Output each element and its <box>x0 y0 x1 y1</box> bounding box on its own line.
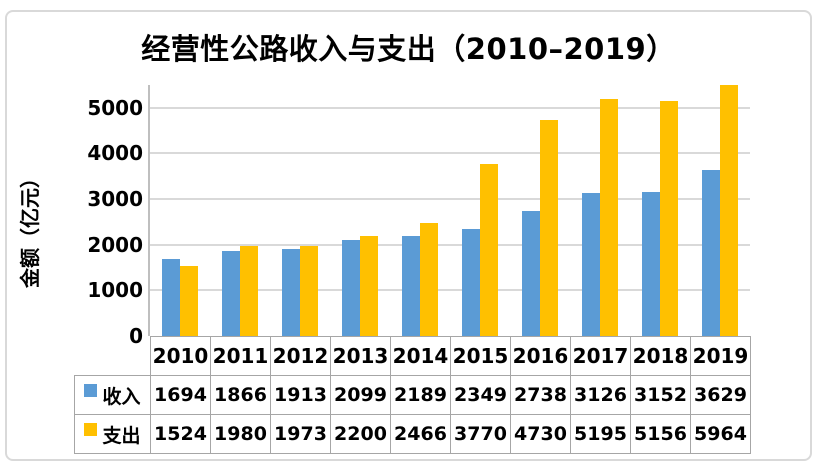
legend-swatch-收入 <box>84 383 98 397</box>
table-value-支出-2016: 4730 <box>510 414 571 454</box>
x-axis-label-2010: 2010 <box>150 336 211 376</box>
bar-group-2016 <box>510 85 570 336</box>
y-tick-label: 4000 <box>87 141 143 166</box>
x-axis-label-2014: 2014 <box>390 336 451 376</box>
bar-支出-2012 <box>300 246 318 336</box>
gridline <box>150 198 750 201</box>
gridline <box>150 106 750 109</box>
bar-支出-2017 <box>600 99 618 336</box>
x-axis-label-2015: 2015 <box>450 336 511 376</box>
table-value-收入-2018: 3152 <box>630 375 691 415</box>
y-tick-label: 1000 <box>87 278 143 303</box>
bar-支出-2015 <box>480 164 498 336</box>
gridline <box>150 152 750 155</box>
table-value-支出-2012: 1973 <box>270 414 331 454</box>
chart-title: 经营性公路收入与支出（2010–2019） <box>141 32 676 66</box>
y-tick-label: 5000 <box>87 95 143 120</box>
bar-group-2015 <box>450 85 510 336</box>
bar-group-2012 <box>270 85 330 336</box>
bar-group-2011 <box>210 85 270 336</box>
gridline <box>150 243 750 246</box>
table-value-收入-2013: 2099 <box>330 375 391 415</box>
table-value-支出-2018: 5156 <box>630 414 691 454</box>
table-value-收入-2015: 2349 <box>450 375 511 415</box>
y-tick-label: 2000 <box>87 232 143 257</box>
table-value-收入-2011: 1866 <box>210 375 271 415</box>
legend-label: 收入 <box>102 385 141 408</box>
table-value-支出-2011: 1980 <box>210 414 271 454</box>
bar-group-2017 <box>570 85 630 336</box>
table-value-收入-2010: 1694 <box>150 375 211 415</box>
bar-收入-2010 <box>162 259 180 336</box>
bar-支出-2013 <box>360 236 378 336</box>
table-value-收入-2016: 2738 <box>510 375 571 415</box>
bar-支出-2014 <box>420 223 438 336</box>
bar-group-2013 <box>330 85 390 336</box>
bar-收入-2017 <box>582 193 600 336</box>
legend-key-收入: 收入 <box>74 375 151 415</box>
bar-收入-2013 <box>342 240 360 336</box>
table-value-支出-2015: 3770 <box>450 414 511 454</box>
bar-group-2010 <box>150 85 210 336</box>
y-tick-label: 0 <box>129 324 143 348</box>
table-value-支出-2010: 1524 <box>150 414 211 454</box>
x-axis-label-2011: 2011 <box>210 336 271 376</box>
bar-group-2019 <box>690 85 750 336</box>
x-axis-label-2012: 2012 <box>270 336 331 376</box>
x-axis-label-2013: 2013 <box>330 336 391 376</box>
x-axis-label-2018: 2018 <box>630 336 691 376</box>
bar-收入-2014 <box>402 236 420 336</box>
y-axis-title: 金额（亿元） <box>18 168 42 288</box>
table-value-收入-2017: 3126 <box>570 375 631 415</box>
table-value-支出-2013: 2200 <box>330 414 391 454</box>
table-value-支出-2014: 2466 <box>390 414 451 454</box>
x-axis-label-2017: 2017 <box>570 336 631 376</box>
bar-group-2014 <box>390 85 450 336</box>
plot-area <box>148 85 750 336</box>
gridline <box>150 289 750 292</box>
legend-swatch-支出 <box>84 422 98 436</box>
bar-收入-2018 <box>642 192 660 336</box>
bar-支出-2011 <box>240 246 258 336</box>
table-value-收入-2014: 2189 <box>390 375 451 415</box>
bar-收入-2012 <box>282 249 300 336</box>
x-axis-label-2019: 2019 <box>690 336 751 376</box>
bar-支出-2010 <box>180 266 198 336</box>
bar-group-2018 <box>630 85 690 336</box>
bar-支出-2016 <box>540 120 558 336</box>
y-tick-label: 3000 <box>87 187 143 212</box>
legend-label: 支出 <box>102 424 141 447</box>
bar-收入-2019 <box>702 170 720 336</box>
bar-支出-2019 <box>720 85 738 336</box>
x-axis-label-2016: 2016 <box>510 336 571 376</box>
bar-收入-2016 <box>522 211 540 336</box>
table-value-支出-2019: 5964 <box>690 414 751 454</box>
legend-key-支出: 支出 <box>74 414 151 454</box>
table-value-支出-2017: 5195 <box>570 414 631 454</box>
bar-支出-2018 <box>660 101 678 336</box>
bar-收入-2015 <box>462 229 480 336</box>
bar-收入-2011 <box>222 251 240 336</box>
table-value-收入-2019: 3629 <box>690 375 751 415</box>
table-value-收入-2012: 1913 <box>270 375 331 415</box>
